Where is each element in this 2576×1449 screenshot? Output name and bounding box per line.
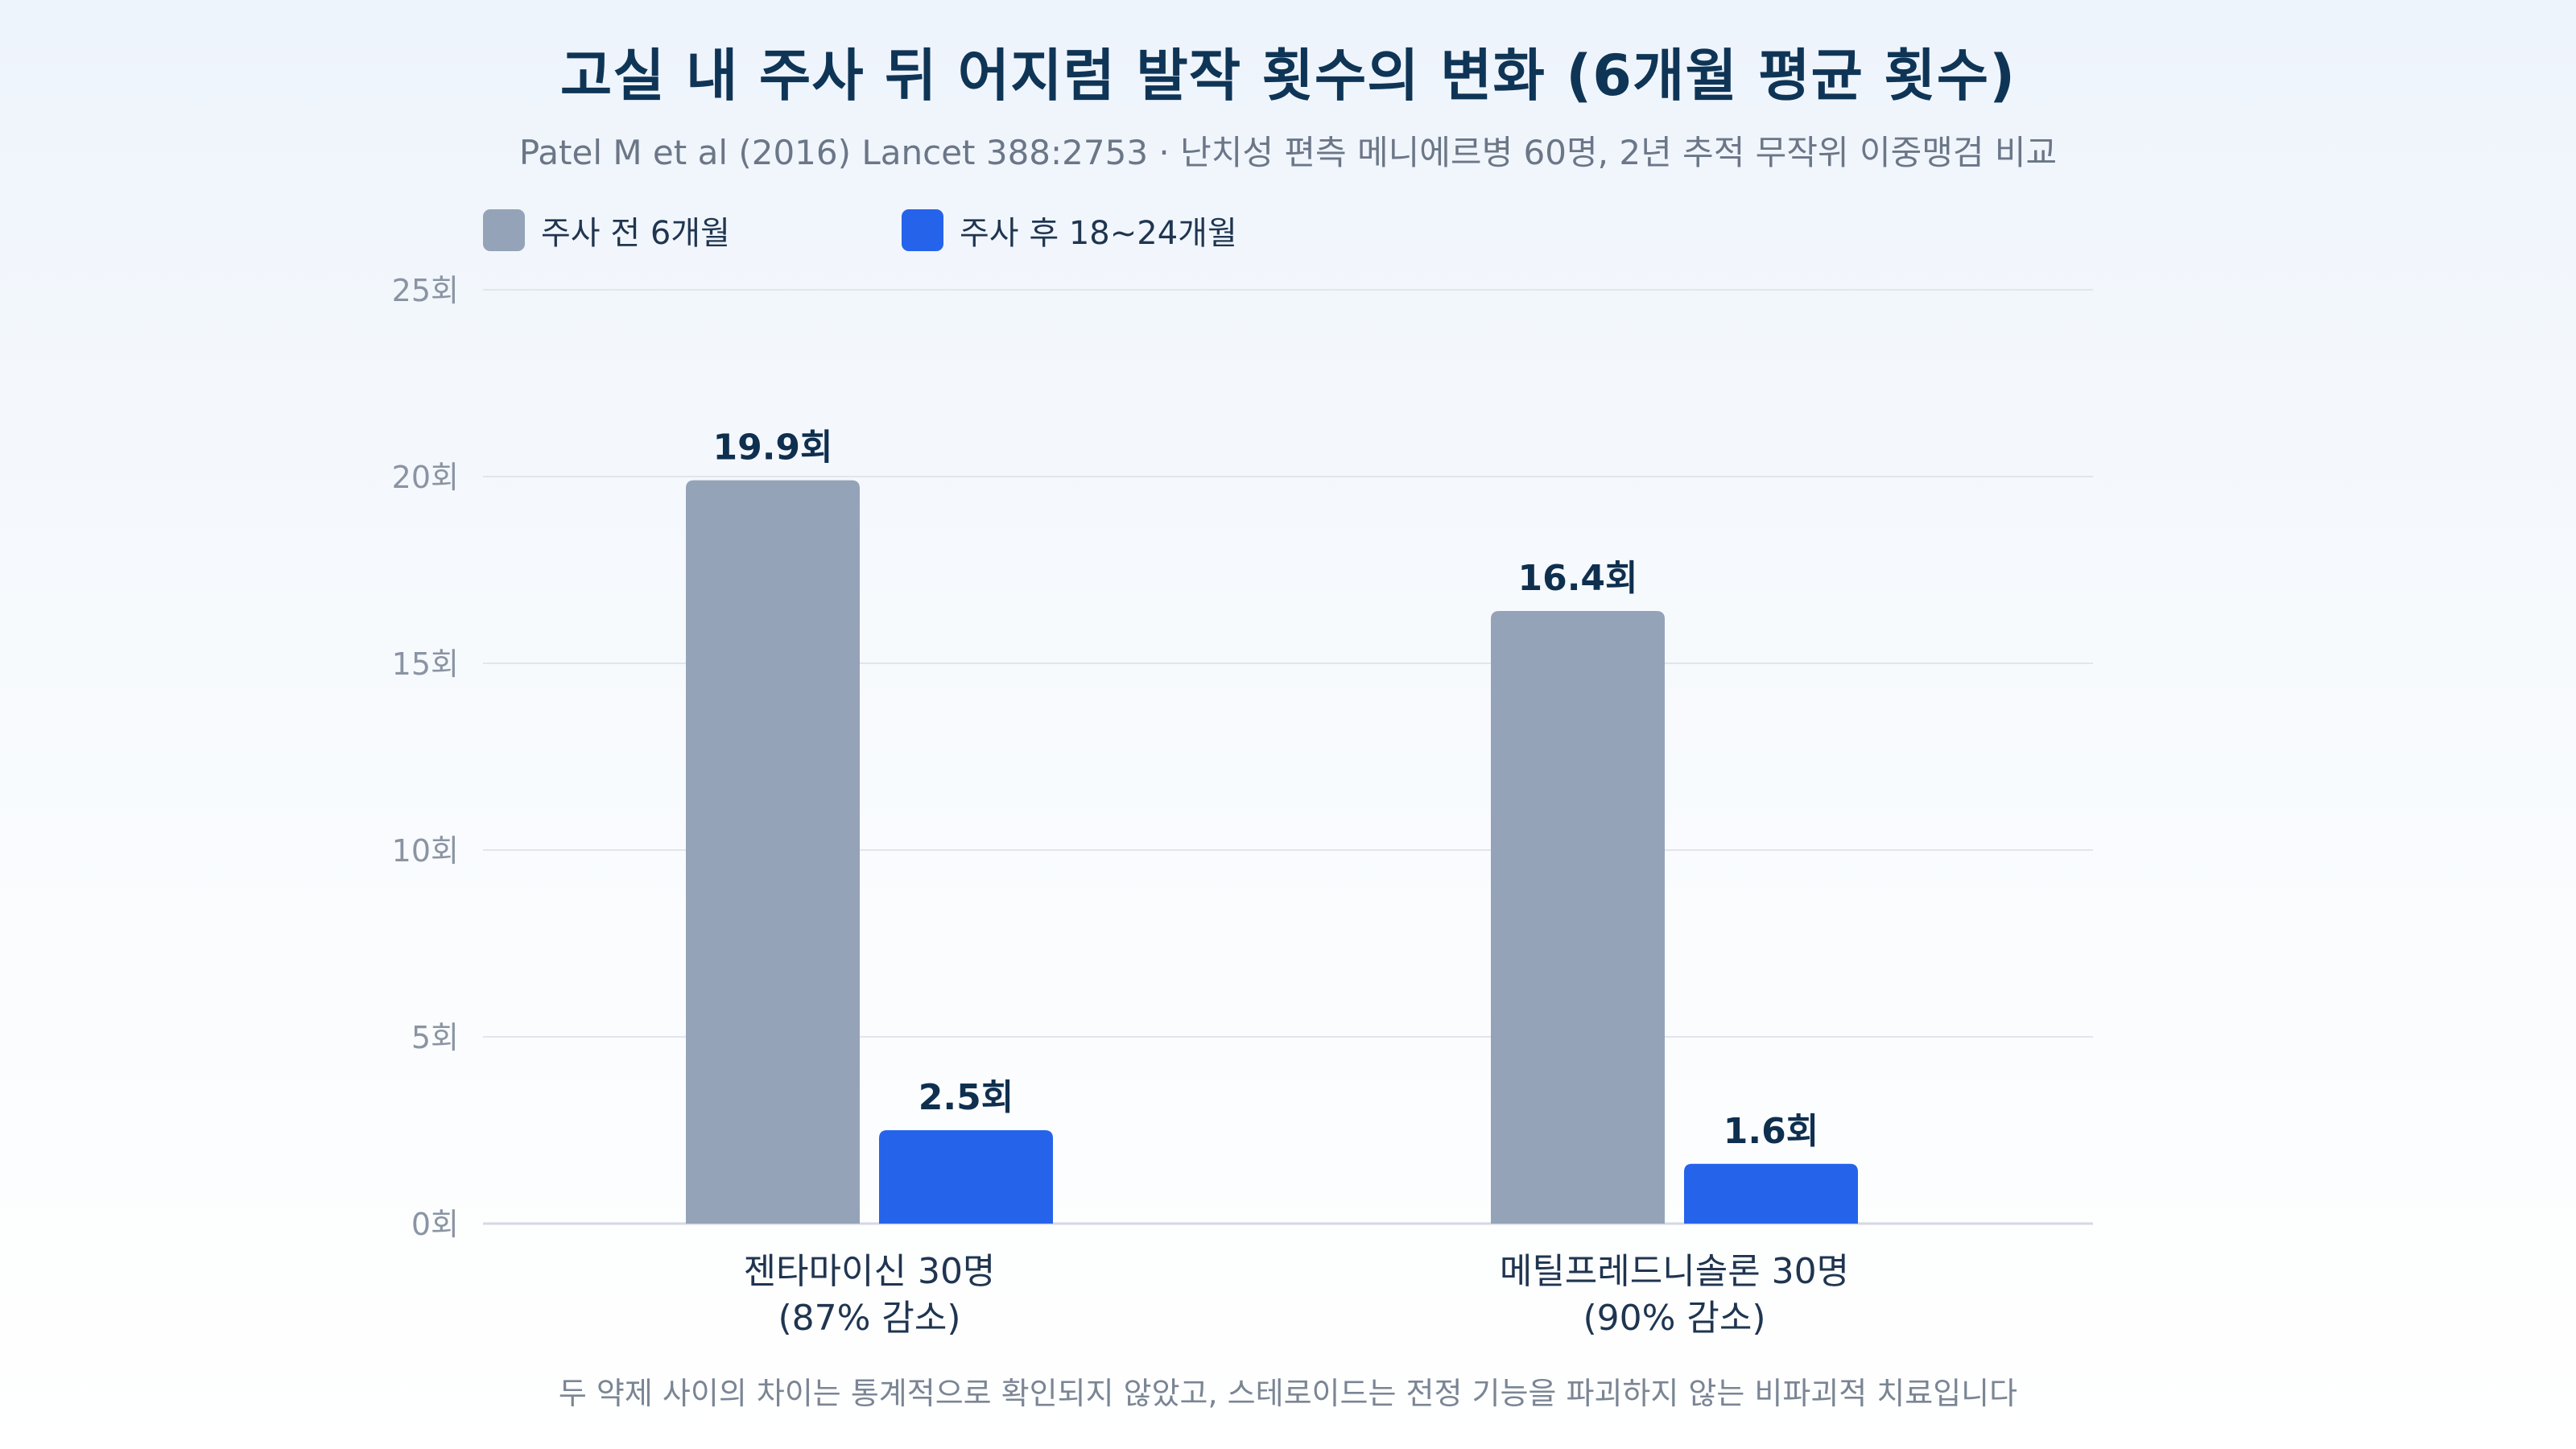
x-tick-label: 메틸프레드니솔론 30명 — [1500, 1251, 1849, 1292]
legend-swatch-after — [902, 209, 943, 251]
x-tick-label: 젠타마이신 30명 — [744, 1251, 996, 1292]
legend-item-before: 주사 전 6개월 — [483, 208, 730, 253]
bar-before — [1491, 611, 1665, 1224]
chart-subtitle: Patel M et al (2016) Lancet 388:2753 · 난… — [518, 133, 2058, 172]
x-tick-sublabel: (87% 감소) — [778, 1298, 960, 1339]
bar-before — [686, 480, 860, 1224]
data-label: 16.4회 — [1517, 558, 1637, 599]
legend-label-after: 주사 후 18~24개월 — [960, 215, 1237, 252]
x-tick-sublabel: (90% 감소) — [1583, 1298, 1765, 1339]
y-tick-label: 25회 — [392, 273, 459, 308]
legend-swatch-before — [483, 209, 525, 251]
legend-item-after: 주사 후 18~24개월 — [902, 208, 1237, 253]
data-label: 1.6회 — [1724, 1111, 1818, 1152]
bar-after — [879, 1130, 1053, 1224]
data-label: 2.5회 — [919, 1077, 1013, 1118]
y-tick-label: 0회 — [411, 1207, 459, 1242]
data-label: 19.9회 — [712, 427, 832, 469]
y-tick-label: 10회 — [392, 833, 459, 869]
legend-label-before: 주사 전 6개월 — [541, 215, 730, 252]
y-tick-label: 5회 — [411, 1020, 459, 1055]
bar-after — [1684, 1163, 1858, 1224]
chart-footnote: 두 약제 사이의 차이는 통계적으로 확인되지 않았고, 스테로이드는 전정 기… — [558, 1376, 2018, 1411]
chart-title: 고실 내 주사 뒤 어지럼 발작 횟수의 변화 (6개월 평균 횟수) — [559, 43, 2017, 109]
y-tick-label: 15회 — [392, 646, 459, 682]
y-tick-label: 20회 — [392, 460, 459, 495]
